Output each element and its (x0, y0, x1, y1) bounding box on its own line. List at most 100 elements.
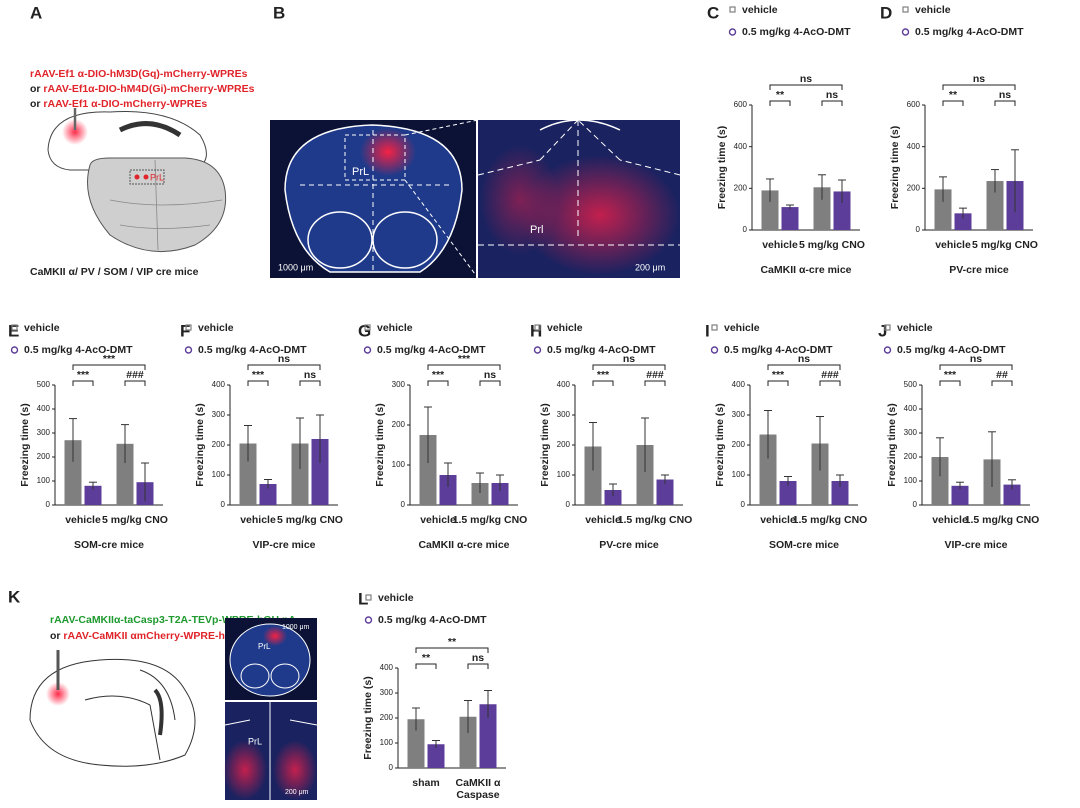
y-tick-label: 0 (221, 500, 226, 509)
significance-label: ns (472, 652, 484, 664)
significance-label: ns (304, 369, 316, 381)
bracket (939, 380, 961, 386)
y-tick-label: 400 (557, 380, 571, 389)
vector-line: rAAV-Ef1 α-DIO-hM3D(Gq)-mCherry-WPREs (30, 68, 248, 80)
significance-label: *** (103, 353, 116, 365)
vector-or: or (30, 83, 43, 95)
bracket (247, 380, 269, 386)
significance-label: ### (126, 369, 144, 381)
bar (833, 191, 851, 230)
y-tick-label: 400 (37, 404, 51, 413)
region-label: PrL (258, 642, 271, 651)
bar (64, 440, 82, 505)
legend-label: vehicle (742, 4, 778, 16)
legend-marker (729, 6, 736, 13)
bracket (592, 380, 614, 386)
y-tick-label: 200 (907, 183, 921, 192)
vector-or: or (30, 98, 43, 110)
x-axis-label: SOM-cre mice (74, 539, 144, 551)
bracket (124, 380, 146, 386)
bar (116, 443, 134, 505)
legend-marker (11, 324, 18, 331)
legend-marker (902, 6, 909, 13)
x-tick-label: vehicle (240, 514, 276, 526)
legend-marker (10, 346, 19, 354)
legend-label: 0.5 mg/kg 4-AcO-DMT (897, 344, 1006, 356)
bar (954, 213, 972, 230)
x-tick-label: 1.5 mg/kg CNO (793, 514, 868, 526)
x-tick-label: sham (412, 777, 439, 789)
bar (934, 189, 952, 230)
bar (636, 445, 654, 505)
x-axis-label: SOM-cre mice (769, 539, 839, 551)
bracket (942, 84, 1016, 90)
legend-label: 0.5 mg/kg 4-AcO-DMT (547, 344, 656, 356)
legend-marker (883, 346, 892, 354)
legend-label: vehicle (377, 322, 413, 334)
bracket (769, 84, 843, 90)
panel-letter: J (878, 321, 887, 340)
y-tick-label: 0 (566, 500, 571, 509)
significance-label: ** (422, 652, 431, 664)
bar (407, 719, 425, 768)
bracket (592, 364, 666, 370)
y-tick-label: 300 (212, 410, 226, 419)
x-tick-label: 5 mg/kg CNO (972, 239, 1038, 251)
y-axis-label: Freezing time (s) (19, 403, 31, 486)
panel-letter: E (8, 321, 19, 340)
bracket (769, 100, 791, 106)
y-tick-label: 200 (380, 713, 394, 722)
y-tick-label: 400 (734, 142, 748, 151)
scale-bar: 1000 μm (278, 262, 313, 272)
bar (311, 439, 329, 505)
bar (604, 490, 622, 505)
bracket (819, 380, 841, 386)
significance-label: ns (826, 89, 838, 101)
bar (491, 483, 509, 505)
x-axis-label: CaMKII α-cre mice (418, 539, 509, 551)
legend-label: 0.5 mg/kg 4-AcO-DMT (378, 614, 487, 626)
y-tick-label: 100 (380, 738, 394, 747)
bar (427, 744, 445, 768)
y-tick-label: 200 (392, 420, 406, 429)
bracket (821, 100, 843, 106)
scale-bar: 200 μm (285, 789, 309, 796)
region-label: Prl (530, 224, 543, 236)
x-tick-label: 1.5 mg/kg CNO (965, 514, 1040, 526)
y-tick-label: 300 (380, 688, 394, 697)
x-tick-label: 5 mg/kg CNO (102, 514, 168, 526)
vector-or: or (50, 630, 63, 642)
legend-marker (728, 28, 737, 36)
bar (779, 481, 797, 505)
x-tick-label: 1.5 mg/kg CNO (618, 514, 693, 526)
vector: rAAV-Ef1α-DIO-hM4D(Gi)-mCherry-WPREs (43, 83, 254, 95)
x-axis-label: VIP-cre mice (252, 539, 315, 551)
significance-label: ### (646, 369, 664, 381)
x-tick-label: 5 mg/kg CNO (277, 514, 343, 526)
y-tick-label: 0 (46, 500, 51, 509)
y-tick-label: 200 (557, 440, 571, 449)
y-axis-label: Freezing time (s) (362, 676, 374, 759)
legend-marker (710, 346, 719, 354)
bar (259, 484, 277, 505)
bar (761, 190, 779, 230)
bar (439, 475, 457, 505)
significance-label: ** (776, 89, 785, 101)
bracket (942, 100, 964, 106)
significance-label: *** (772, 369, 785, 381)
y-tick-label: 500 (37, 380, 51, 389)
significance-label: *** (944, 369, 957, 381)
vector-line: or rAAV-Ef1 α-DIO-mCherry-WPREs (30, 98, 207, 110)
vector-line: or rAAV-Ef1α-DIO-hM4D(Gi)-mCherry-WPREs (30, 83, 255, 95)
y-tick-label: 0 (916, 225, 921, 234)
y-tick-label: 0 (743, 225, 748, 234)
significance-label: ** (448, 636, 457, 648)
y-tick-label: 100 (37, 476, 51, 485)
bar (291, 443, 309, 505)
legend-label: 0.5 mg/kg 4-AcO-DMT (724, 344, 833, 356)
bar (759, 434, 777, 505)
panel-letter: L (358, 589, 368, 608)
bar (951, 485, 969, 505)
